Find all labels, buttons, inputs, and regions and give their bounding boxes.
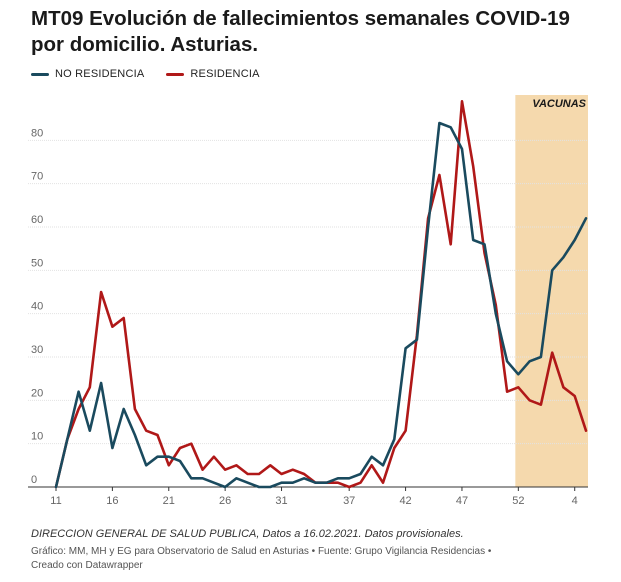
y-tick-label: 80 [31,127,43,139]
footer-created-with: Creado con Datawrapper [31,560,143,571]
x-tick-label: 42 [399,495,411,507]
legend-label-residencia: RESIDENCIA [190,68,260,80]
footer-credits: Gráfico: MM, MH y EG para Observatorio d… [31,546,492,557]
legend-swatch-residencia [166,72,185,76]
x-tick-label: 47 [456,495,468,507]
chart-title: MT09 Evolución de fallecimientos semanal… [31,7,570,56]
legend: NO RESIDENCIA RESIDENCIA [31,68,260,80]
x-tick-label: 21 [163,495,175,507]
x-tick-label: 52 [512,495,524,507]
y-tick-label: 40 [31,301,43,313]
vaccination-label: VACUNAS [532,98,586,110]
y-tick-label: 50 [31,257,43,269]
x-tick-label: 31 [275,495,287,507]
y-tick-label: 30 [31,344,43,356]
source-notes: DIRECCION GENERAL DE SALUD PUBLICA, Dato… [31,528,464,540]
y-tick-label: 60 [31,214,43,226]
x-tick-label: 37 [343,495,355,507]
y-tick-label: 10 [31,431,43,443]
legend-item-residencia: RESIDENCIA [166,68,259,80]
y-tick-label: 70 [31,171,43,183]
series-line-no-residencia [54,121,588,489]
legend-swatch-no-residencia [31,72,49,76]
y-tick-label: 0 [31,474,37,486]
x-tick-label: 26 [219,495,231,507]
footer: Gráfico: MM, MH y EG para Observatorio d… [31,545,551,573]
series-line-residencia [54,100,588,489]
x-tick-label: 4 [572,495,578,507]
vaccination-period-band [515,95,588,487]
x-tick-label: 11 [50,495,61,507]
x-tick-label: 16 [106,495,118,507]
y-tick-label: 20 [31,387,43,399]
legend-label-no-residencia: NO RESIDENCIA [55,68,145,80]
legend-item-no-residencia: NO RESIDENCIA [31,68,144,80]
